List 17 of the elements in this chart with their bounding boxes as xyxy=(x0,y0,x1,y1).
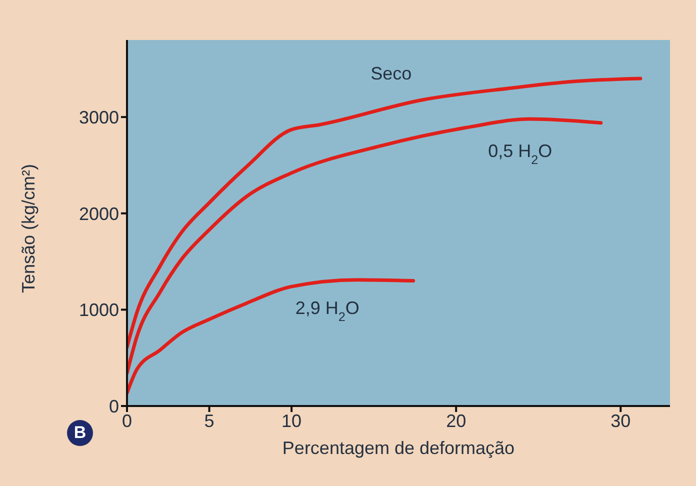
x-tick-label: 30 xyxy=(610,410,631,431)
y-tick-label: 3000 xyxy=(78,107,119,128)
x-tick-label: 0 xyxy=(122,410,132,431)
x-tick-label: 10 xyxy=(282,410,302,431)
series-label: 0,5 H$_{2}$O xyxy=(488,140,552,167)
x-tick-label: 20 xyxy=(446,410,466,431)
line-series xyxy=(127,278,416,395)
x-axis-title: Percentagem de deformação xyxy=(282,438,515,458)
y-tick-label: 1000 xyxy=(78,300,119,320)
x-tick-label: 5 xyxy=(204,410,214,431)
text: B xyxy=(67,420,93,446)
series-label: 2,9 H$_{2}$O xyxy=(295,298,360,324)
line-series xyxy=(127,117,603,376)
y-tick-label: 2000 xyxy=(78,204,119,224)
series-label: Seco xyxy=(370,64,412,84)
y-tick-label: 0 xyxy=(108,396,119,416)
y-axis-title: Tensão (kg/cm²) xyxy=(18,164,38,293)
